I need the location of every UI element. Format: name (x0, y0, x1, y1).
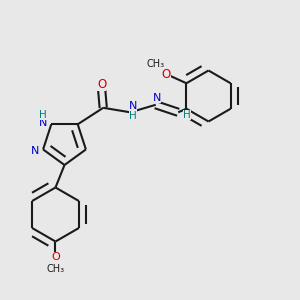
Text: O: O (97, 79, 106, 92)
Text: H: H (183, 110, 191, 120)
Text: H: H (39, 110, 47, 120)
Text: N: N (39, 118, 47, 128)
Text: N: N (129, 101, 137, 111)
Text: CH₃: CH₃ (146, 59, 165, 69)
Text: N: N (153, 93, 161, 103)
Text: CH₃: CH₃ (46, 264, 64, 274)
Text: O: O (162, 68, 171, 81)
Text: N: N (31, 146, 39, 156)
Text: O: O (51, 251, 60, 262)
Text: H: H (129, 111, 137, 121)
